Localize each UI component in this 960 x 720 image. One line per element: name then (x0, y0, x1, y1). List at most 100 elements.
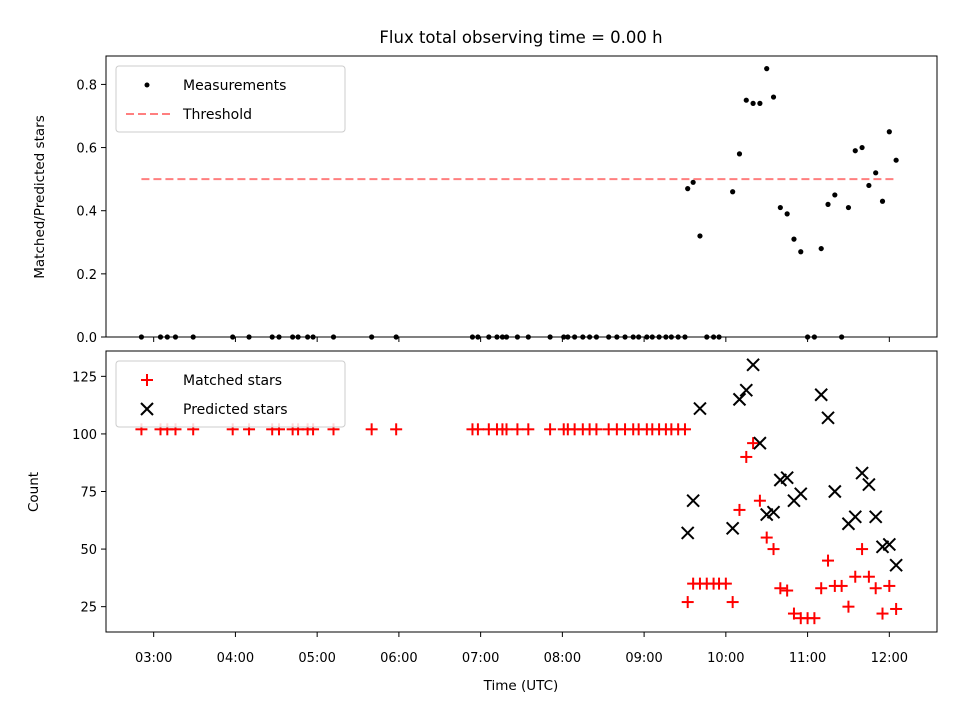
matched-star-point (500, 423, 513, 436)
predicted-star-point (746, 358, 760, 372)
matched-star-point (733, 503, 746, 516)
predicted-star-point (780, 470, 794, 485)
matched-star-point (815, 582, 828, 595)
bottom-y-tick-label: 125 (72, 370, 97, 385)
matched-star-point (747, 437, 760, 450)
matched-star-point (767, 543, 780, 556)
matched-star-point (883, 579, 896, 592)
matched-star-point (365, 423, 378, 436)
legend-measurements-marker (144, 82, 150, 88)
x-tick-label: 05:00 (298, 651, 335, 666)
top-y-tick-label: 0.8 (76, 78, 97, 93)
measurement-point (730, 189, 736, 195)
top-x-ticks (153, 337, 890, 342)
predicted-star-point (814, 388, 828, 402)
measurement-point (859, 144, 865, 151)
x-tick-label: 09:00 (625, 651, 662, 666)
measurement-point (736, 151, 743, 157)
top-legend: Measurements Threshold (115, 65, 346, 133)
measurement-point (770, 94, 777, 100)
legend-matched-label: Matched stars (183, 373, 282, 389)
measurement-point (685, 186, 691, 192)
matched-star-point (787, 607, 800, 620)
predicted-star-point (855, 466, 869, 480)
bottom-x-ticks: 03:00 04:00 05:00 06:00 07:00 08:00 09:00 10:00… (135, 632, 908, 666)
legend-measurements-label: Measurements (183, 78, 286, 94)
predicted-star-point (794, 487, 808, 501)
measurement-point (845, 204, 852, 211)
measurement-point (852, 148, 858, 154)
bottom-y-tick-label: 25 (80, 601, 97, 616)
predicted-star-point (686, 494, 700, 508)
chart-title: Flux total observing time = 0.00 h (379, 28, 662, 47)
matched-star-point (890, 602, 903, 615)
x-tick-label: 12:00 (871, 651, 908, 666)
top-legend-box (115, 65, 346, 133)
measurement-point (697, 233, 703, 239)
top-y-ticks: 0.0 0.2 0.4 0.6 0.8 (76, 78, 106, 346)
bottom-y-tick-label: 75 (80, 486, 97, 501)
matched-star-point (726, 596, 739, 609)
predicted-star-point (725, 521, 740, 536)
matched-star-point (740, 450, 753, 463)
matched-star-point (835, 579, 848, 592)
measurement-point (879, 198, 886, 204)
predicted-star-point (828, 484, 842, 499)
matched-star-point (590, 423, 603, 436)
bottom-y-axis-label: Count (26, 472, 42, 512)
x-tick-label: 08:00 (544, 651, 581, 666)
x-tick-label: 06:00 (380, 651, 417, 666)
top-axes-frame (105, 55, 938, 338)
measurement-point (777, 204, 783, 211)
bottom-plot-area (135, 358, 903, 625)
matched-star-point (876, 607, 889, 620)
x-tick-label: 04:00 (217, 651, 254, 666)
bottom-legend: Matched stars Predicted stars (115, 360, 346, 428)
bottom-y-tick-label: 100 (72, 428, 97, 443)
bottom-legend-box (115, 360, 346, 428)
measurement-point (750, 100, 756, 106)
matched-star-point (390, 423, 403, 436)
bottom-y-ticks: 25 50 75 100 125 (72, 370, 106, 616)
matched-star-point (753, 494, 766, 507)
measurement-point (825, 201, 831, 207)
matched-star-point (862, 570, 875, 583)
x-tick-label: 10:00 (707, 651, 744, 666)
measurement-point (886, 129, 892, 135)
measurement-point (791, 236, 797, 242)
matched-star-point (522, 423, 535, 436)
measurement-point (784, 211, 790, 217)
top-y-tick-label: 0.2 (76, 268, 97, 283)
matched-star-point (511, 423, 524, 436)
predicted-star-point (732, 392, 747, 407)
measurement-point (690, 179, 696, 185)
matched-star-point (678, 423, 691, 436)
legend-predicted-marker (140, 402, 154, 416)
measurement-point (757, 100, 763, 106)
bottom-panel: 25 50 75 100 125 03:00 04:00 05:00 06:00 07:00 08… (26, 350, 938, 694)
top-panel: 0.00.20.40.60.8 Matched/Predicted stars … (32, 55, 938, 346)
matched-star-point (822, 554, 835, 567)
predicted-star-point (821, 411, 835, 425)
matched-star-point (471, 423, 484, 436)
predicted-star-point (753, 436, 767, 450)
matched-star-point (808, 612, 821, 625)
matched-star-point (544, 423, 557, 436)
measurement-point (893, 157, 899, 163)
matched-star-point (842, 600, 855, 613)
measurement-point (743, 97, 749, 103)
legend-predicted-label: Predicted stars (183, 402, 288, 418)
measurement-point (832, 192, 838, 198)
measurement-point (818, 245, 824, 252)
top-y-tick-label: 0.4 (76, 205, 97, 220)
top-y-tick-label: 0.0 (76, 331, 97, 346)
measurement-point (873, 170, 879, 176)
matched-star-point (681, 596, 694, 609)
matched-star-point (719, 577, 732, 590)
x-tick-label: 03:00 (135, 651, 172, 666)
measurement-point (866, 182, 872, 189)
top-y-tick-label: 0.6 (76, 142, 97, 157)
matched-star-point (760, 531, 773, 544)
x-tick-label: 11:00 (789, 651, 826, 666)
